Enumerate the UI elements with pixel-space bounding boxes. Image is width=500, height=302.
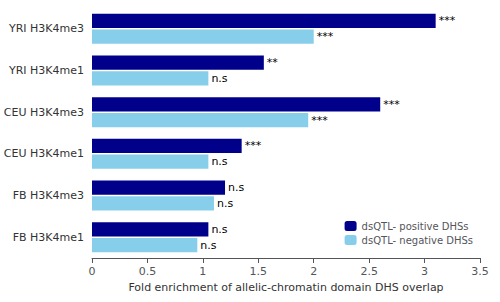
- svg-text:***: ***: [311, 114, 328, 127]
- svg-text:dsQTL- negative DHSs: dsQTL- negative DHSs: [362, 235, 473, 246]
- svg-text:n.s: n.s: [200, 239, 216, 252]
- svg-text:YRI H3K4me1: YRI H3K4me1: [8, 64, 84, 77]
- svg-text:0.5: 0.5: [139, 265, 157, 278]
- svg-text:FB H3K4me3: FB H3K4me3: [13, 189, 84, 202]
- svg-text:3.5: 3.5: [471, 265, 489, 278]
- svg-text:0: 0: [89, 265, 96, 278]
- svg-text:n.s: n.s: [211, 72, 227, 85]
- svg-text:CEU H3K4me3: CEU H3K4me3: [4, 106, 84, 119]
- svg-text:***: ***: [383, 98, 400, 111]
- svg-text:Fold enrichment of allelic-chr: Fold enrichment of allelic-chromatin dom…: [128, 281, 443, 294]
- svg-text:n.s: n.s: [217, 197, 233, 210]
- svg-text:n.s: n.s: [211, 223, 227, 236]
- svg-text:3: 3: [421, 265, 428, 278]
- svg-text:n.s: n.s: [211, 155, 227, 168]
- svg-text:2: 2: [310, 265, 317, 278]
- svg-text:**: **: [267, 56, 279, 69]
- svg-text:2.5: 2.5: [360, 265, 378, 278]
- svg-text:FB H3K4me1: FB H3K4me1: [13, 231, 84, 244]
- svg-text:1.5: 1.5: [250, 265, 268, 278]
- svg-text:***: ***: [245, 139, 262, 152]
- svg-text:***: ***: [317, 30, 334, 43]
- svg-text:***: ***: [439, 14, 456, 27]
- svg-text:CEU H3K4me1: CEU H3K4me1: [4, 147, 84, 160]
- svg-text:1: 1: [199, 265, 206, 278]
- svg-text:n.s: n.s: [228, 181, 244, 194]
- svg-text:dsQTL- positive DHSs: dsQTL- positive DHSs: [362, 221, 469, 232]
- svg-text:YRI H3K4me3: YRI H3K4me3: [8, 22, 84, 35]
